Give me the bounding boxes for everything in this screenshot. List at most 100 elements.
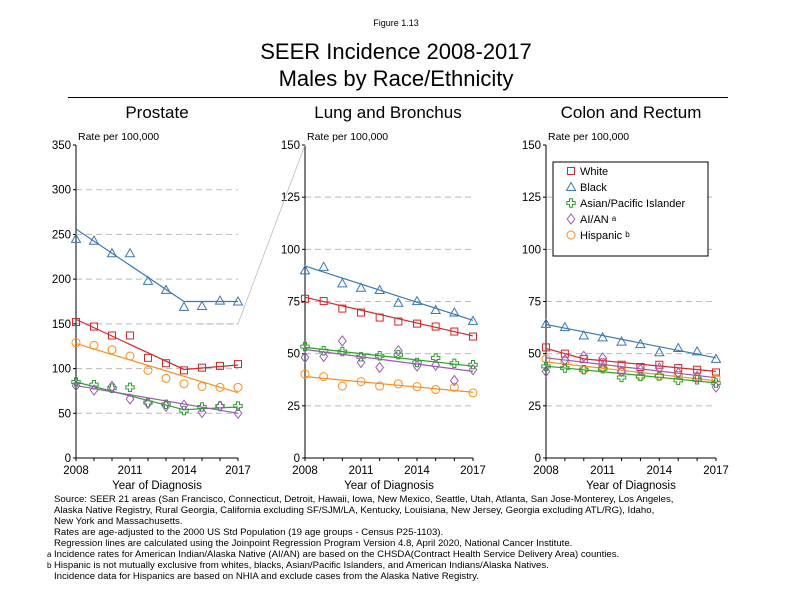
data-point-ai-an bbox=[215, 400, 225, 412]
data-point-ai-an bbox=[617, 365, 626, 378]
y-tick-label: 75 bbox=[528, 297, 541, 309]
footnote-b-text: Hispanic is not mutually exclusive from … bbox=[54, 560, 549, 571]
y-tick-label: 300 bbox=[52, 185, 71, 197]
data-point-black bbox=[355, 282, 367, 292]
chart-title-line1: SEER Incidence 2008-2017 bbox=[260, 39, 532, 64]
data-point-black bbox=[710, 353, 722, 363]
data-point-black bbox=[232, 295, 244, 306]
data-point-white bbox=[375, 313, 384, 322]
data-point-ai-an bbox=[541, 365, 551, 378]
data-point-white bbox=[413, 319, 421, 328]
y-tick-label: 50 bbox=[528, 349, 541, 361]
panel-title: Colon and Rectum bbox=[561, 103, 702, 122]
footnote-source-3: New York and Massachusetts. bbox=[54, 516, 183, 527]
data-point-asian-pacific-islander bbox=[711, 378, 721, 388]
data-point-black bbox=[392, 297, 404, 307]
footnote-rates: Rates are age-adjusted to the 2000 US St… bbox=[54, 527, 444, 538]
data-point-black bbox=[467, 315, 479, 325]
data-point-hispanic bbox=[161, 373, 171, 383]
data-point-black bbox=[124, 247, 136, 258]
legend-marker-circle bbox=[566, 230, 576, 240]
legend-marker-plus bbox=[566, 198, 576, 208]
y-axis-label: Rate per 100,000 bbox=[307, 131, 388, 143]
footnote-regression: Regression lines are calculated using th… bbox=[54, 538, 573, 549]
panel-prostate: Prostate Rate per 100,000 0 50 100 150 200 250 3… bbox=[52, 103, 251, 492]
y-tick-label: 75 bbox=[287, 297, 300, 309]
data-point-ai-an bbox=[673, 367, 683, 379]
data-point-asian-pacific-islander bbox=[449, 358, 460, 368]
data-point-white bbox=[598, 358, 607, 367]
data-point-ai-an bbox=[161, 400, 171, 412]
y-tick-label: 50 bbox=[287, 349, 300, 361]
x-tick-label: 2017 bbox=[703, 465, 729, 477]
trend-line-asian-pacific-islander bbox=[545, 365, 717, 384]
data-point-asian-pacific-islander bbox=[635, 371, 646, 382]
trend-line-hispanic bbox=[75, 342, 239, 394]
x-tick-label: 2008 bbox=[292, 465, 318, 477]
data-point-ai-an bbox=[107, 380, 117, 393]
data-point-ai-an bbox=[375, 361, 385, 374]
data-point-black bbox=[597, 331, 609, 342]
data-point-hispanic bbox=[215, 382, 225, 392]
data-point-black bbox=[336, 277, 348, 288]
data-point-ai-an bbox=[337, 335, 347, 347]
data-point-asian-pacific-islander bbox=[541, 361, 551, 372]
data-point-hispanic bbox=[468, 388, 478, 398]
data-point-white bbox=[338, 304, 347, 313]
data-point-ai-an bbox=[598, 352, 608, 364]
data-point-hispanic bbox=[375, 381, 385, 391]
legend-marker-diamond bbox=[566, 213, 576, 225]
trend-line-asian-pacific-islander bbox=[304, 346, 474, 367]
y-tick-label: 100 bbox=[52, 364, 71, 376]
data-point-white bbox=[180, 366, 188, 375]
data-point-white bbox=[469, 332, 477, 341]
panel-lung-and-bronchus: Lung and Bronchus Rate per 100,000 0 25 50 75… bbox=[281, 103, 486, 492]
trend-line-black bbox=[304, 265, 474, 321]
x-tick-label: 2017 bbox=[225, 465, 251, 477]
data-point-black bbox=[635, 338, 646, 349]
x-tick-label: 2008 bbox=[533, 465, 559, 477]
legend-box bbox=[552, 161, 709, 257]
data-point-black bbox=[106, 247, 118, 258]
legend-label: AI/AN a bbox=[580, 214, 617, 226]
trend-line-asian-pacific-islander bbox=[75, 381, 239, 411]
data-point-white bbox=[450, 327, 459, 336]
data-point-asian-pacific-islander bbox=[300, 341, 310, 352]
legend-label: Hispanic b bbox=[580, 230, 630, 242]
data-point-asian-pacific-islander bbox=[673, 375, 683, 386]
data-point-hispanic bbox=[393, 379, 403, 389]
data-point-hispanic bbox=[300, 369, 310, 379]
y-tick-label: 125 bbox=[522, 192, 541, 204]
data-point-hispanic bbox=[635, 371, 645, 381]
data-point-hispanic bbox=[412, 382, 422, 392]
data-point-asian-pacific-islander bbox=[579, 365, 589, 375]
scale-connector-line bbox=[237, 144, 306, 324]
data-point-ai-an bbox=[412, 360, 422, 372]
footnote-a-text: Incidence rates for American Indian/Alas… bbox=[54, 549, 620, 560]
x-axis-label: Year of Diagnosis bbox=[344, 480, 434, 492]
data-point-white bbox=[234, 360, 242, 369]
data-point-ai-an bbox=[125, 393, 135, 405]
data-point-hispanic bbox=[431, 385, 441, 395]
data-point-hispanic bbox=[337, 381, 347, 391]
y-tick-label: 150 bbox=[52, 319, 71, 331]
y-tick-label: 0 bbox=[294, 453, 300, 465]
panel-colon-and-rectum: Colon and Rectum Rate per 100,000 0 25 50 75 1… bbox=[522, 103, 729, 492]
trend-line-white bbox=[75, 318, 239, 371]
x-tick-label: 2011 bbox=[590, 465, 615, 477]
data-point-white bbox=[162, 359, 170, 368]
data-point-hispanic bbox=[197, 381, 207, 391]
trend-line-ai-an bbox=[545, 357, 717, 379]
data-point-hispanic bbox=[449, 382, 459, 392]
data-point-ai-an bbox=[89, 384, 99, 396]
data-point-asian-pacific-islander bbox=[468, 360, 478, 370]
title-divider bbox=[68, 97, 728, 98]
legend: White Black Asian/Pacific Islander AI/AN a Hi… bbox=[552, 161, 709, 257]
trend-line-black bbox=[545, 323, 717, 359]
data-point-black bbox=[559, 321, 571, 332]
data-point-ai-an bbox=[393, 344, 403, 357]
data-point-white bbox=[712, 368, 720, 377]
data-point-asian-pacific-islander bbox=[179, 405, 189, 416]
data-point-black bbox=[448, 307, 460, 317]
